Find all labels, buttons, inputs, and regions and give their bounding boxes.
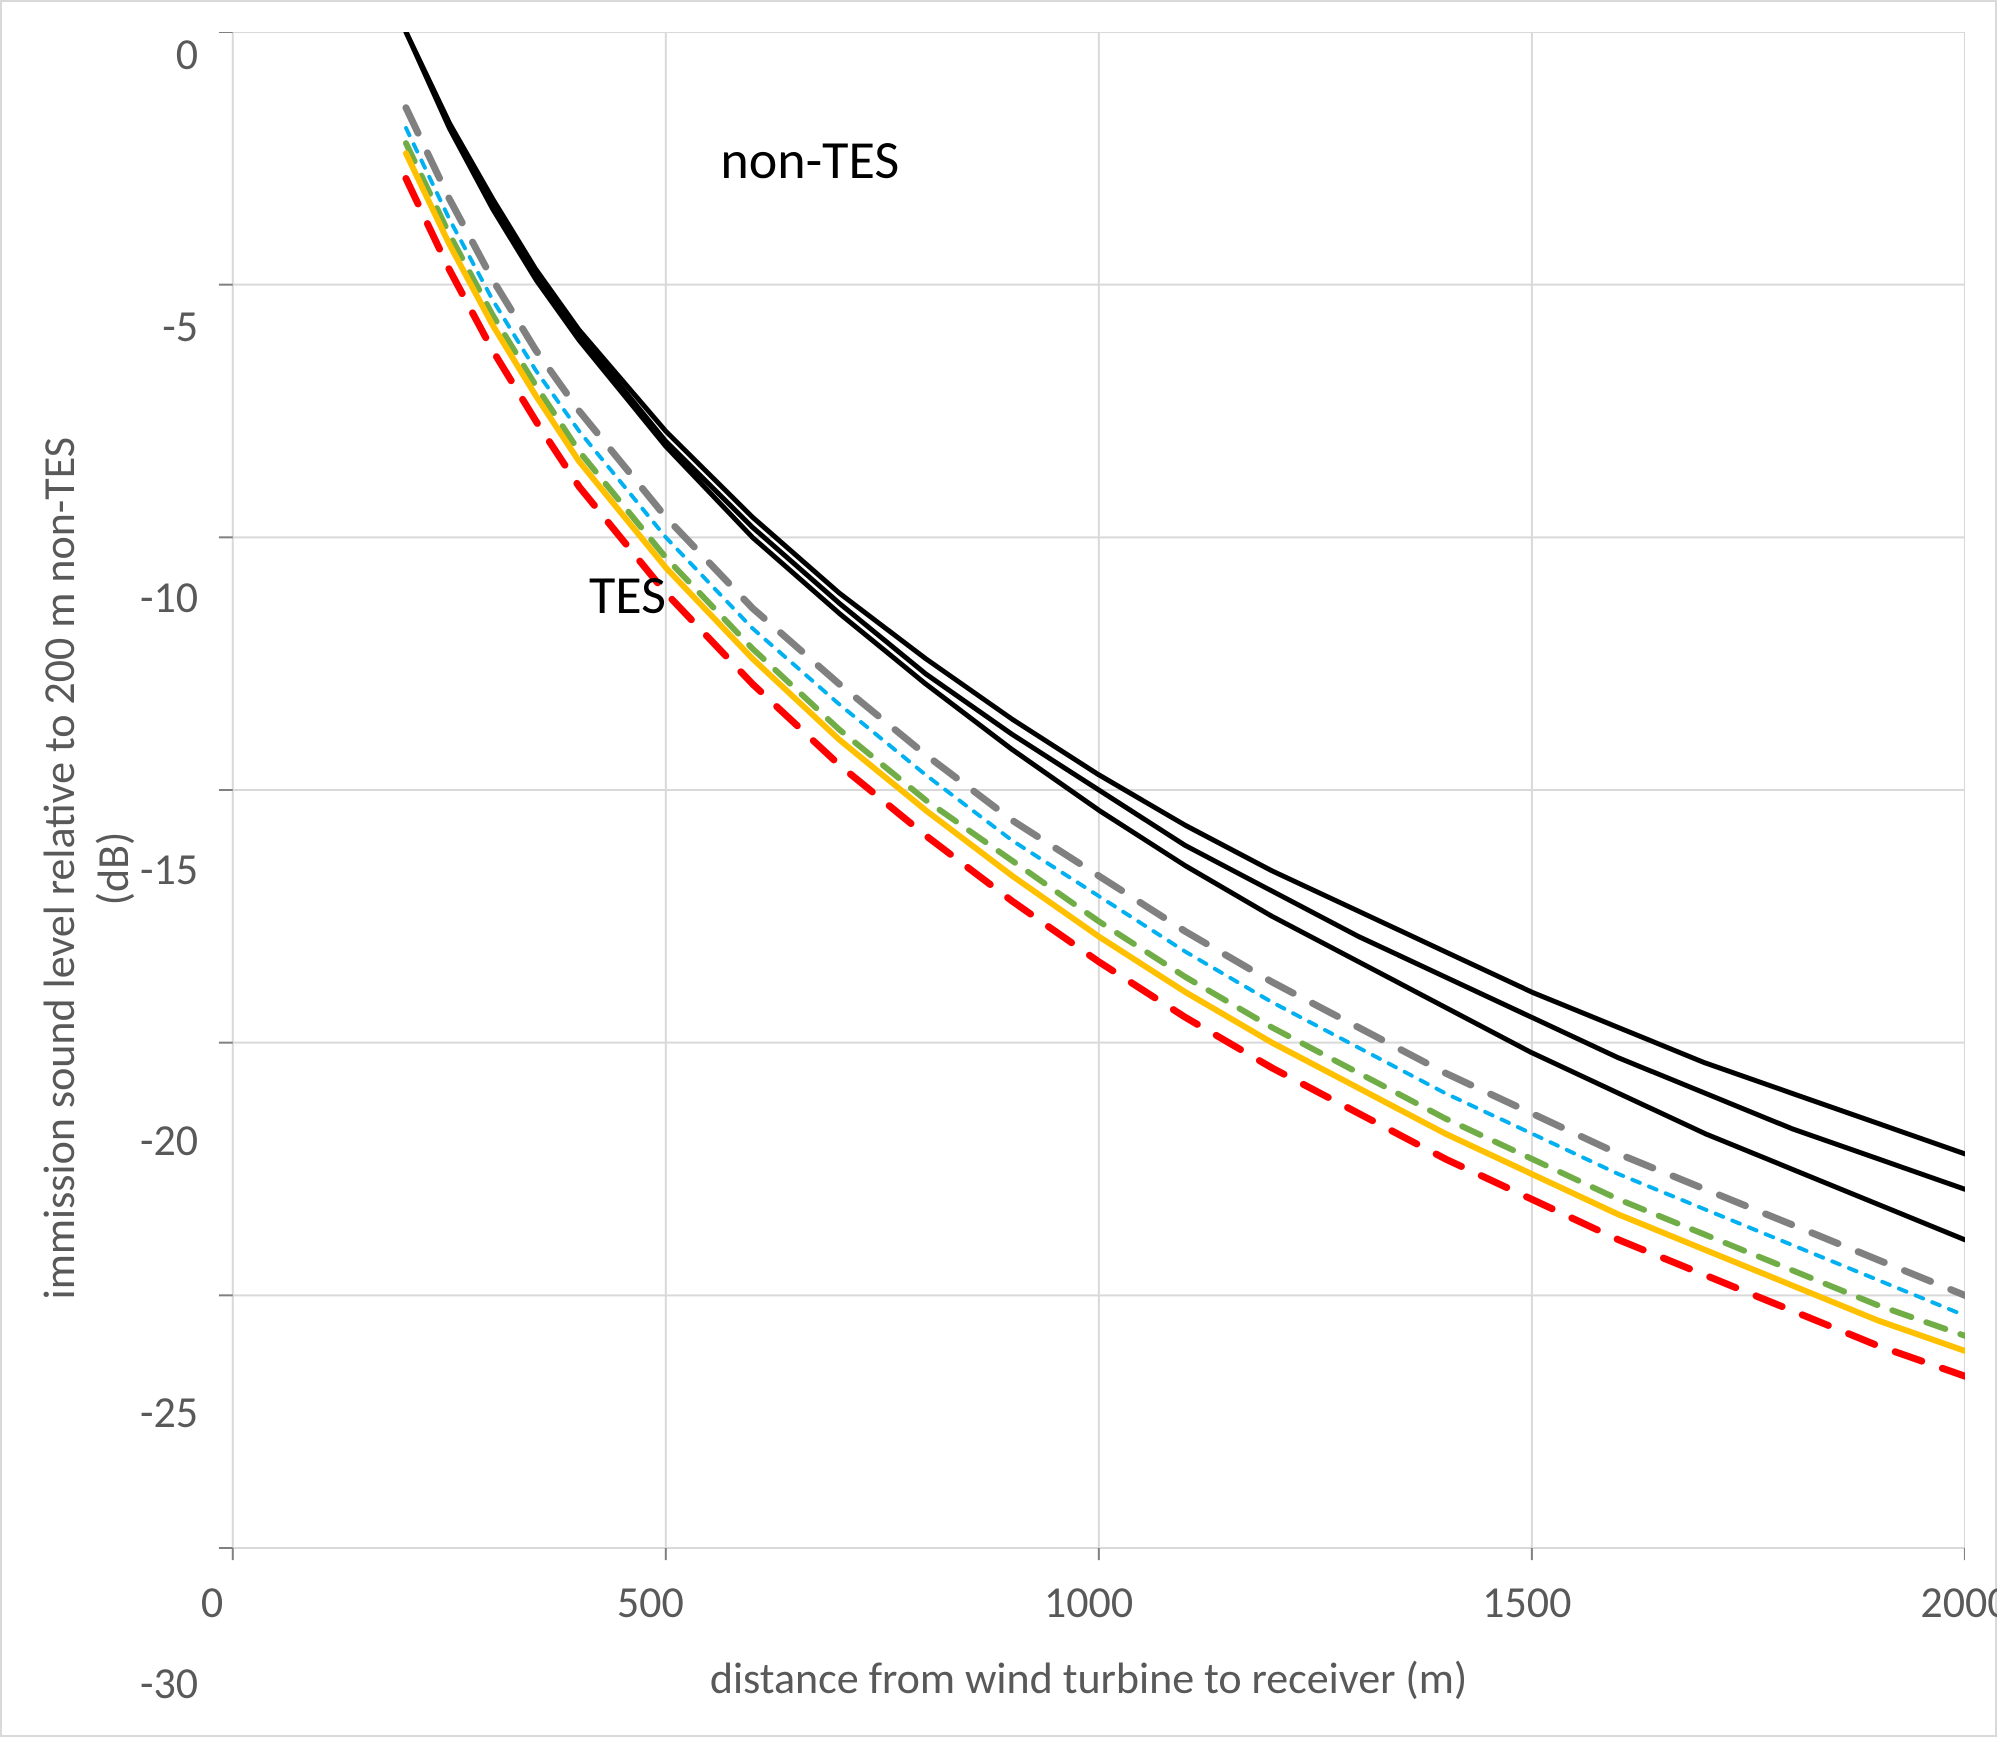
- series-TES-green-dash: [406, 143, 1965, 1336]
- annotation: TES: [589, 562, 666, 628]
- y-tick-label: -10: [140, 575, 198, 619]
- y-tick-label: 0: [176, 32, 198, 76]
- x-tick-label: 0: [201, 1580, 223, 1624]
- y-axis-ticks: 0 -5 -10 -15 -20 -25 -30: [140, 32, 212, 1705]
- y-tick-label: -15: [140, 847, 198, 891]
- chart-body: immission sound level relative to 200 m …: [32, 32, 1965, 1705]
- plot-column: non-TESTES 0500100015002000 distance fro…: [212, 32, 1965, 1705]
- y-axis-title-block: immission sound level relative to 200 m …: [32, 32, 140, 1705]
- y-axis-label: immission sound level relative to 200 m …: [32, 437, 140, 1299]
- y-tick-label: -20: [140, 1118, 198, 1162]
- chart-container: immission sound level relative to 200 m …: [0, 0, 1997, 1737]
- y-tick-label: -30: [140, 1661, 198, 1705]
- x-tick-label: 2000: [1920, 1580, 1997, 1624]
- plot-area: non-TES TES: [212, 32, 1965, 1566]
- x-tick-label: 1000: [1044, 1580, 1133, 1624]
- series-TES-gray-dash: [406, 108, 1965, 1296]
- plot-svg: [212, 32, 1965, 1566]
- x-axis-label: distance from wind turbine to receiver (…: [212, 1633, 1965, 1705]
- y-tick-label: -25: [140, 1390, 198, 1434]
- series-TES-cyan-dotted: [406, 128, 1965, 1316]
- series-TES-yellow-solid: [406, 153, 1965, 1351]
- x-tick-label: 1500: [1482, 1580, 1571, 1624]
- x-tick-label: 500: [617, 1580, 684, 1624]
- series-non-TES-3: [406, 32, 1965, 1240]
- annotation: non-TES: [720, 127, 899, 193]
- x-axis-ticks: 0500100015002000: [212, 1566, 1965, 1633]
- y-tick-label: -5: [162, 304, 198, 348]
- chart-wrap: immission sound level relative to 200 m …: [32, 32, 1965, 1705]
